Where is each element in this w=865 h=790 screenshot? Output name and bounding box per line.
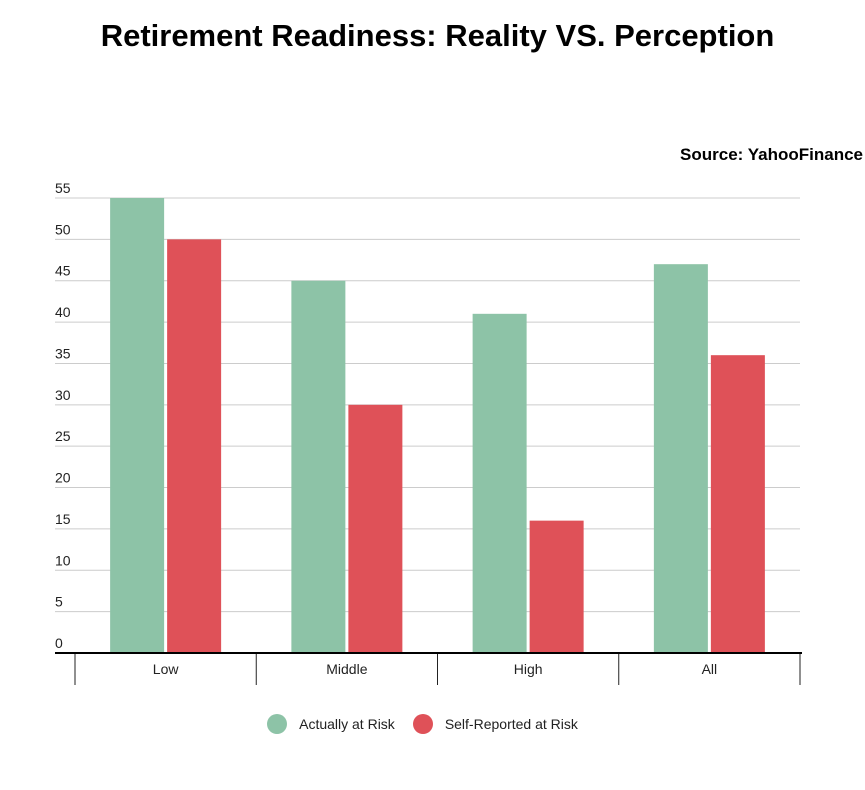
bar-actually-at-risk-low <box>110 198 165 653</box>
bar-self-reported-at-risk-all <box>710 355 765 653</box>
y-tick-label: 40 <box>55 304 71 320</box>
legend-label: Self-Reported at Risk <box>444 716 578 732</box>
chart-title: Retirement Readiness: Reality VS. Percep… <box>100 18 775 53</box>
y-tick-label: 5 <box>55 594 63 610</box>
bar-actually-at-risk-middle <box>291 280 346 653</box>
x-tick-label: All <box>702 661 718 677</box>
source-label: Source: YahooFinance <box>680 145 863 164</box>
legend-label: Actually at Risk <box>299 716 395 732</box>
bar-self-reported-at-risk-middle <box>348 404 403 653</box>
y-tick-label: 55 <box>55 180 71 196</box>
y-tick-label: 20 <box>55 470 71 486</box>
y-tick-label: 45 <box>55 263 71 279</box>
x-tick-label: Low <box>153 661 180 677</box>
legend-item-self-reported-at-risk: Self-Reported at Risk <box>412 714 578 734</box>
legend-swatch-actually-at-risk <box>267 714 288 734</box>
y-tick-label: 35 <box>55 345 71 361</box>
x-tick-label: Middle <box>326 661 367 677</box>
legend-item-actually-at-risk: Actually at Risk <box>267 714 395 734</box>
y-tick-label: 0 <box>55 635 63 651</box>
y-tick-label: 15 <box>55 511 71 527</box>
y-tick-label: 30 <box>55 387 71 403</box>
y-tick-label: 50 <box>55 221 71 237</box>
bar-self-reported-at-risk-low <box>167 239 222 653</box>
y-tick-label: 10 <box>55 552 71 568</box>
bar-actually-at-risk-all <box>653 264 708 653</box>
bar-actually-at-risk-high <box>472 313 527 653</box>
x-tick-label: High <box>514 661 543 677</box>
bar-self-reported-at-risk-high <box>529 520 584 653</box>
legend: Actually at Risk Self-Reported at Risk <box>0 714 845 734</box>
y-tick-label: 25 <box>55 428 71 444</box>
legend-swatch-self-reported-at-risk <box>412 714 433 734</box>
